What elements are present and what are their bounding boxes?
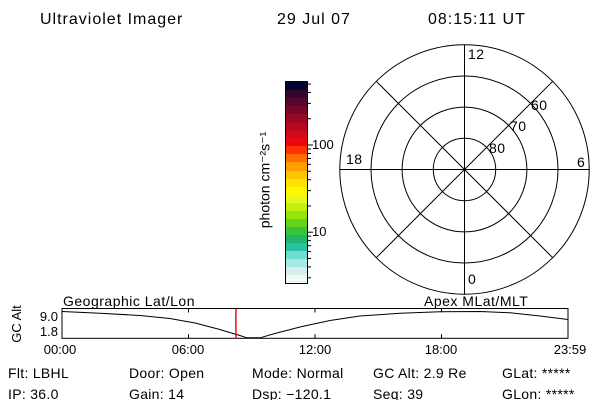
colorbar-tick-label-10: 10 — [312, 224, 327, 239]
status-glat: GLat: ***** — [502, 365, 571, 381]
header-date: 29 Jul 07 — [277, 11, 351, 28]
polar-lat-label-80: 80 — [489, 140, 506, 156]
header-time: 08:15:11 UT — [428, 11, 526, 28]
status-door: Door: Open — [129, 365, 205, 381]
orbit-altitude-curve — [61, 310, 569, 339]
orbit-ytick-9: 9.0 — [39, 309, 58, 324]
polar-hour-label-18: 18 — [346, 151, 363, 167]
geo-latlon-title: Geographic Lat/Lon — [63, 293, 195, 309]
colorbar-unit-label: photon cm⁻²s⁻¹ — [256, 131, 273, 229]
colorbar-tick-label-100: 100 — [312, 137, 334, 152]
polar-lat-label-70: 70 — [510, 118, 527, 134]
status-mode: Mode: Normal — [252, 365, 344, 381]
status-dsp: Dsp: −120.1 — [252, 386, 332, 400]
orbit-xtick-0000: 00:00 — [43, 342, 77, 357]
orbit-y-axis-label: GC Alt — [9, 305, 25, 343]
polar-hour-label-0: 0 — [468, 271, 477, 287]
polar-hour-label-12: 12 — [468, 46, 485, 62]
orbit-ytick-1p8: 1.8 — [39, 324, 58, 339]
orbit-xtick-1200: 12:00 — [298, 342, 332, 357]
orbit-xtick-1800: 18:00 — [424, 342, 458, 357]
orbit-xtick-0600: 06:00 — [171, 342, 205, 357]
status-seq: Seq: 39 — [373, 386, 424, 400]
polar-hour-label-6: 6 — [577, 154, 586, 170]
polar-lat-label-60: 60 — [531, 97, 548, 113]
status-ip: IP: 36.0 — [8, 386, 59, 400]
polar-grid — [339, 44, 590, 295]
page-title: Ultraviolet Imager — [40, 11, 184, 28]
status-gc-alt: GC Alt: 2.9 Re — [373, 365, 467, 381]
status-gain: Gain: 14 — [129, 386, 185, 400]
status-glon: GLon: ***** — [502, 386, 575, 400]
orbit-plot-frame — [61, 308, 569, 339]
apex-mlat-mlt-title: Apex MLat/MLT — [424, 293, 529, 309]
status-flt: Flt: LBHL — [8, 365, 70, 381]
colorbar — [285, 81, 308, 284]
orbit-xtick-2359: 23:59 — [553, 342, 587, 357]
